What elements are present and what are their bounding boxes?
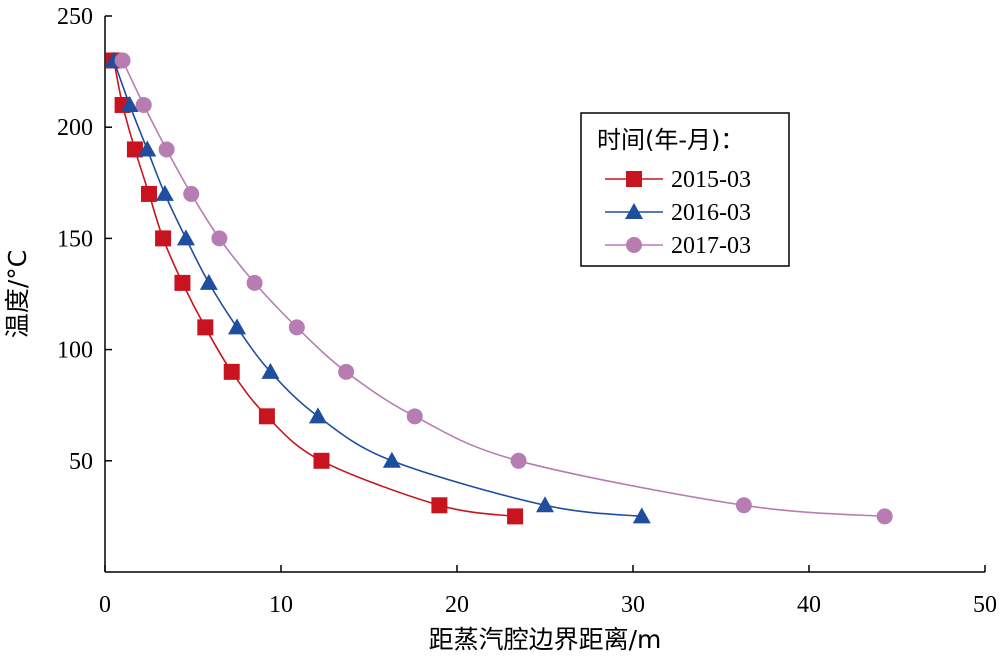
data-point	[155, 230, 172, 247]
data-point	[120, 95, 139, 112]
legend-label: 2015-03	[671, 167, 751, 193]
data-point	[382, 451, 401, 468]
data-point	[174, 274, 191, 291]
data-point	[126, 141, 143, 158]
legend-label: 2017-03	[671, 233, 751, 259]
data-point	[199, 273, 218, 290]
data-point	[138, 140, 157, 157]
data-point	[197, 319, 214, 336]
data-point	[183, 185, 200, 202]
legend-marker	[626, 237, 642, 253]
data-point	[158, 141, 175, 158]
legend-box	[580, 112, 790, 267]
legend-label: 2016-03	[671, 200, 751, 226]
series-2017-03	[114, 52, 893, 525]
ticks: 0 10 20 30 40 50 50 100 150 200 250	[57, 4, 997, 618]
y-tick-label: 200	[57, 115, 93, 141]
data-point	[510, 452, 527, 469]
x-tick-label: 20	[445, 592, 469, 618]
x-tick-label: 0	[99, 592, 111, 618]
legend-items: 2015-03 2016-03 2017-03	[605, 167, 751, 259]
legend-marker	[626, 171, 642, 187]
x-tick-label: 40	[797, 592, 821, 618]
data-point	[536, 496, 554, 513]
data-point	[507, 508, 524, 525]
data-point	[288, 319, 305, 336]
x-axis-label: 距蒸汽腔边界距离/m	[429, 625, 662, 654]
data-point	[228, 318, 246, 335]
legend-item: 2015-03	[605, 167, 751, 193]
legend-item: 2017-03	[605, 233, 751, 259]
data-point	[246, 274, 263, 291]
legend-title: 时间(年-月)：	[597, 126, 744, 154]
data-point	[176, 229, 195, 246]
series-line	[113, 60, 516, 518]
data-point	[338, 363, 355, 380]
series-2015-03	[105, 52, 524, 525]
data-point	[431, 497, 448, 514]
y-tick-label: 150	[57, 226, 93, 252]
data-point	[211, 230, 228, 247]
data-point	[876, 508, 893, 525]
data-point	[135, 96, 152, 113]
y-tick-label: 50	[69, 449, 93, 475]
x-tick-label: 50	[973, 592, 997, 618]
data-point	[735, 497, 752, 514]
axes	[104, 16, 985, 573]
data-point	[406, 408, 423, 425]
x-tick-label: 10	[269, 592, 293, 618]
series-layer	[104, 51, 893, 525]
y-axis-label: 温度/°C	[3, 250, 32, 338]
data-point	[141, 185, 157, 202]
data-point	[258, 408, 275, 425]
data-point	[223, 363, 240, 380]
data-point	[261, 362, 280, 379]
y-tick-label: 250	[57, 4, 93, 30]
data-point	[632, 507, 651, 524]
legend-marker	[625, 203, 643, 219]
legend: 时间(年-月)： 2015-03 2016-03 2017-03	[580, 112, 790, 267]
data-point	[114, 52, 131, 69]
series-2016-03	[104, 51, 651, 524]
y-tick-label: 100	[57, 338, 93, 364]
series-line	[113, 60, 642, 518]
data-point	[155, 184, 174, 201]
data-point	[308, 407, 327, 424]
data-point	[313, 452, 330, 469]
legend-item: 2016-03	[605, 200, 751, 226]
x-tick-label: 30	[621, 592, 645, 618]
